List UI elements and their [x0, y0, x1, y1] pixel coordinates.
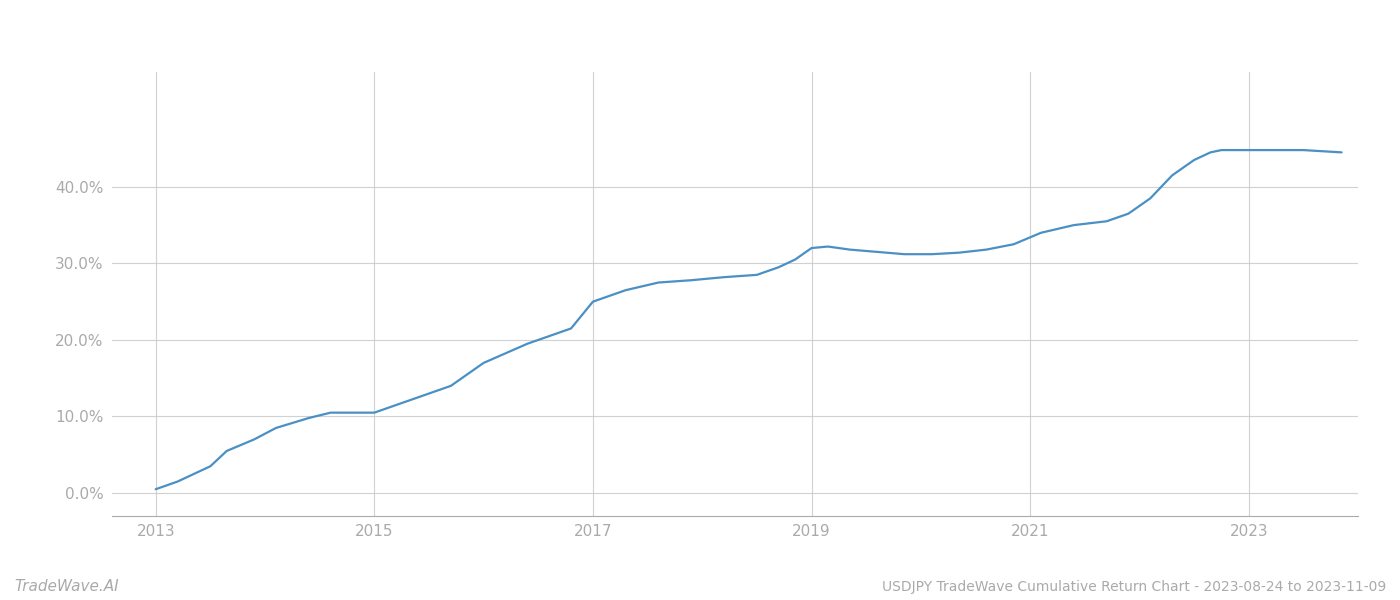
Text: TradeWave.AI: TradeWave.AI: [14, 579, 119, 594]
Text: USDJPY TradeWave Cumulative Return Chart - 2023-08-24 to 2023-11-09: USDJPY TradeWave Cumulative Return Chart…: [882, 580, 1386, 594]
